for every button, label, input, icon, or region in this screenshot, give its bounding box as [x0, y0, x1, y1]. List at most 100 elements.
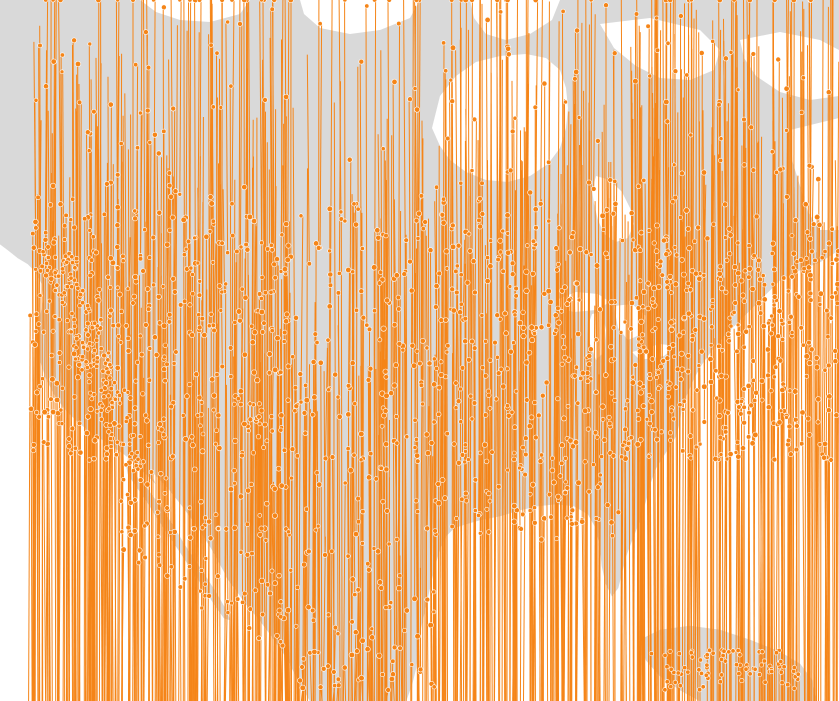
point-marker[interactable] — [238, 401, 244, 408]
point-marker[interactable] — [211, 392, 218, 399]
point-marker[interactable] — [413, 217, 420, 224]
point-marker[interactable] — [278, 482, 285, 489]
point-marker[interactable] — [391, 78, 398, 85]
point-marker[interactable] — [484, 506, 490, 512]
point-marker[interactable] — [271, 261, 278, 268]
point-marker[interactable] — [770, 281, 776, 287]
point-marker[interactable] — [297, 371, 304, 377]
point-marker[interactable] — [303, 397, 310, 404]
point-marker[interactable] — [114, 244, 121, 250]
point-marker[interactable] — [639, 332, 645, 338]
point-marker[interactable] — [758, 377, 765, 384]
point-marker[interactable] — [373, 476, 379, 482]
point-marker[interactable] — [725, 331, 732, 337]
point-marker[interactable] — [698, 50, 705, 56]
point-marker[interactable] — [135, 359, 141, 365]
point-marker[interactable] — [448, 77, 454, 83]
point-marker[interactable] — [487, 498, 493, 504]
point-marker[interactable] — [44, 260, 50, 266]
point-marker[interactable] — [520, 309, 526, 315]
point-marker[interactable] — [161, 416, 167, 422]
point-marker[interactable] — [299, 664, 305, 670]
point-marker[interactable] — [177, 584, 183, 590]
point-marker[interactable] — [305, 548, 312, 555]
point-marker[interactable] — [458, 301, 464, 307]
point-marker[interactable] — [601, 227, 606, 232]
point-marker[interactable] — [670, 199, 676, 205]
point-marker[interactable] — [77, 303, 83, 309]
point-marker[interactable] — [612, 178, 618, 184]
point-marker[interactable] — [622, 406, 628, 412]
point-marker[interactable] — [775, 333, 782, 340]
point-marker[interactable] — [87, 41, 93, 47]
point-marker[interactable] — [358, 457, 364, 463]
point-marker[interactable] — [704, 662, 710, 668]
point-marker[interactable] — [244, 246, 251, 253]
point-marker[interactable] — [641, 344, 647, 350]
point-marker[interactable] — [371, 264, 378, 271]
point-marker[interactable] — [800, 342, 806, 348]
point-marker[interactable] — [219, 363, 226, 370]
point-marker[interactable] — [342, 480, 348, 486]
point-marker[interactable] — [667, 648, 673, 654]
point-marker[interactable] — [746, 265, 753, 272]
point-marker[interactable] — [479, 211, 486, 217]
point-marker[interactable] — [601, 437, 608, 443]
point-marker[interactable] — [72, 323, 78, 329]
point-marker[interactable] — [444, 431, 450, 437]
point-marker[interactable] — [103, 360, 109, 366]
point-marker[interactable] — [254, 377, 261, 384]
point-marker[interactable] — [665, 394, 671, 400]
point-marker[interactable] — [400, 347, 406, 353]
point-marker[interactable] — [484, 16, 491, 23]
point-marker[interactable] — [776, 419, 783, 426]
point-marker[interactable] — [659, 272, 665, 278]
point-marker[interactable] — [157, 421, 163, 428]
point-marker[interactable] — [132, 215, 138, 222]
point-marker[interactable] — [184, 266, 190, 272]
point-marker[interactable] — [70, 260, 76, 266]
point-marker[interactable] — [509, 271, 516, 278]
point-marker[interactable] — [500, 383, 507, 390]
point-marker[interactable] — [716, 343, 722, 349]
point-marker[interactable] — [108, 436, 114, 442]
point-marker[interactable] — [768, 388, 774, 394]
point-marker[interactable] — [69, 284, 75, 290]
point-marker[interactable] — [590, 186, 597, 192]
point-marker[interactable] — [664, 118, 671, 125]
point-marker[interactable] — [283, 271, 289, 277]
point-marker[interactable] — [247, 416, 254, 423]
point-marker[interactable] — [246, 428, 251, 434]
point-marker[interactable] — [50, 239, 57, 246]
point-marker[interactable] — [498, 249, 504, 255]
point-marker[interactable] — [829, 294, 835, 300]
point-marker[interactable] — [607, 420, 613, 427]
point-marker[interactable] — [516, 319, 524, 327]
point-marker[interactable] — [671, 416, 677, 422]
point-marker[interactable] — [48, 396, 54, 402]
point-marker[interactable] — [654, 261, 660, 267]
point-marker[interactable] — [132, 405, 138, 411]
point-marker[interactable] — [41, 329, 47, 335]
point-marker[interactable] — [716, 0, 723, 3]
point-marker[interactable] — [199, 567, 205, 573]
point-marker[interactable] — [271, 485, 278, 492]
point-marker[interactable] — [647, 371, 653, 377]
point-marker[interactable] — [375, 234, 382, 241]
point-marker[interactable] — [120, 441, 126, 447]
point-marker[interactable] — [573, 69, 580, 76]
point-marker[interactable] — [486, 490, 492, 497]
point-marker[interactable] — [717, 263, 724, 270]
point-marker[interactable] — [258, 525, 265, 532]
point-marker[interactable] — [131, 432, 137, 438]
point-marker[interactable] — [786, 319, 792, 326]
point-marker[interactable] — [53, 396, 61, 404]
point-marker[interactable] — [250, 450, 256, 456]
point-marker[interactable] — [667, 273, 674, 280]
point-marker[interactable] — [486, 392, 492, 398]
point-marker[interactable] — [817, 441, 823, 447]
point-marker[interactable] — [565, 403, 571, 409]
point-marker[interactable] — [191, 466, 198, 473]
point-marker[interactable] — [306, 261, 312, 267]
point-marker[interactable] — [825, 89, 832, 96]
